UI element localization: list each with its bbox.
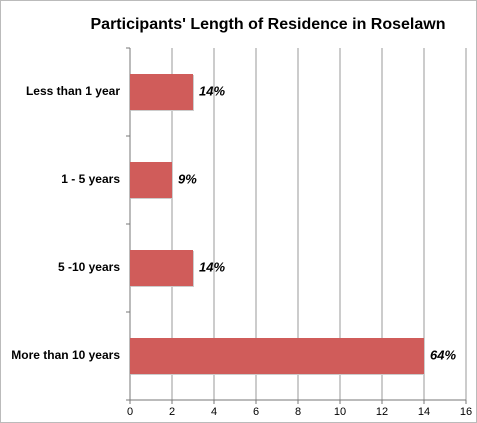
x-tick-label: 6: [253, 406, 259, 418]
x-tick-label: 12: [376, 406, 388, 418]
x-tick-label: 10: [334, 406, 346, 418]
x-tick-label: 16: [460, 406, 472, 418]
x-tick-label: 4: [211, 406, 217, 418]
bar: [130, 162, 172, 198]
bar: [130, 74, 193, 110]
x-tick-label: 14: [418, 406, 430, 418]
value-label: 64%: [430, 347, 456, 362]
x-tick-label: 8: [295, 406, 301, 418]
value-label: 14%: [199, 83, 225, 98]
value-label: 9%: [178, 171, 197, 186]
bar: [130, 338, 424, 374]
x-tick-label: 0: [127, 406, 133, 418]
y-tick-label: Less than 1 year: [26, 84, 120, 98]
chart-title: Participants' Length of Residence in Ros…: [91, 16, 446, 33]
value-label: 14%: [199, 259, 225, 274]
y-tick-label: 1 - 5 years: [61, 172, 120, 186]
y-tick-label: More than 10 years: [11, 348, 120, 362]
bar: [130, 250, 193, 286]
x-tick-label: 2: [169, 406, 175, 418]
y-tick-label: 5 -10 years: [58, 260, 120, 274]
